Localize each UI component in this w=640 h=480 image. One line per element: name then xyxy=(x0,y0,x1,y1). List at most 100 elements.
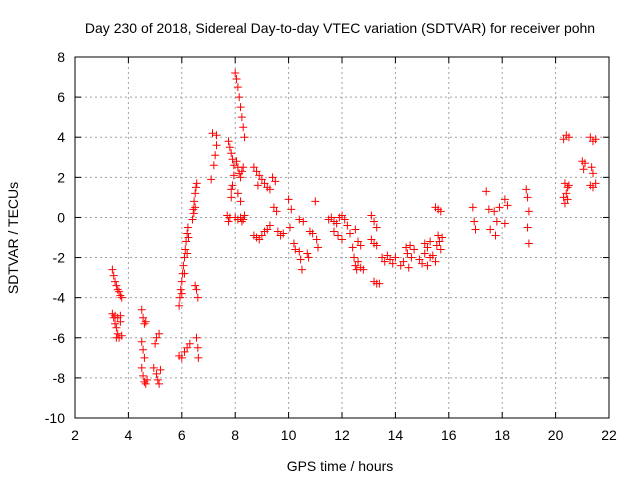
data-point xyxy=(183,343,192,352)
data-point xyxy=(522,185,531,194)
grid-lines xyxy=(75,57,609,418)
data-point xyxy=(180,269,189,278)
data-point xyxy=(237,113,246,122)
data-point xyxy=(352,265,361,274)
data-point xyxy=(184,233,193,242)
data-point xyxy=(564,133,573,142)
data-point xyxy=(177,353,186,362)
data-point xyxy=(268,173,277,182)
data-point xyxy=(304,253,313,262)
data-point xyxy=(351,225,360,234)
y-tick-label: -6 xyxy=(53,330,66,346)
data-point xyxy=(372,223,381,232)
data-point xyxy=(311,197,320,206)
data-point xyxy=(115,287,124,296)
data-point xyxy=(190,197,199,206)
data-point xyxy=(192,285,201,294)
data-point xyxy=(225,143,234,152)
data-point xyxy=(404,263,413,272)
data-point xyxy=(257,175,266,184)
data-point xyxy=(351,261,360,270)
axis-ticks: 2 4 6 8 10 12 14 16 18 20 22 -10 -8 -6 -4 -2 0 2 4 6 8 xyxy=(45,49,617,443)
data-point xyxy=(346,229,355,238)
data-point xyxy=(152,369,161,378)
data-point xyxy=(183,249,192,258)
y-tick-label: -2 xyxy=(53,250,66,266)
data-point xyxy=(340,215,349,224)
data-point xyxy=(313,243,322,252)
y-tick-label: 8 xyxy=(57,49,65,65)
data-point xyxy=(191,203,200,212)
data-point xyxy=(212,141,221,150)
x-tick-label: 6 xyxy=(178,427,186,443)
data-point xyxy=(432,241,441,250)
data-point xyxy=(356,241,365,250)
data-point xyxy=(139,345,148,354)
data-point xyxy=(296,255,305,264)
data-point xyxy=(359,265,368,274)
data-point xyxy=(112,281,121,290)
x-tick-label: 12 xyxy=(334,427,350,443)
data-point xyxy=(289,239,298,248)
data-point xyxy=(177,289,186,298)
data-point xyxy=(211,151,220,160)
data-point xyxy=(155,329,164,338)
data-point xyxy=(580,159,589,168)
data-point xyxy=(139,313,148,322)
data-point xyxy=(523,193,532,202)
y-tick-label: 6 xyxy=(57,89,65,105)
data-point xyxy=(563,195,572,204)
data-point xyxy=(420,249,429,258)
data-point xyxy=(227,149,236,158)
data-point xyxy=(191,281,200,290)
data-point xyxy=(329,227,338,236)
data-point xyxy=(503,201,512,210)
data-point xyxy=(229,161,238,170)
data-point xyxy=(299,217,308,226)
data-point xyxy=(370,217,379,226)
data-point xyxy=(591,179,600,188)
y-tick-label: 2 xyxy=(57,169,65,185)
data-point xyxy=(327,213,336,222)
data-point xyxy=(117,293,126,302)
data-point xyxy=(410,245,419,254)
x-axis-label: GPS time / hours xyxy=(287,458,394,474)
data-point xyxy=(308,229,317,238)
data-point xyxy=(426,237,435,246)
data-point xyxy=(209,161,218,170)
data-point xyxy=(108,265,117,274)
data-point xyxy=(113,329,122,338)
data-point xyxy=(332,219,341,228)
data-point xyxy=(285,223,294,232)
data-point xyxy=(486,225,495,234)
data-point xyxy=(524,207,533,216)
data-point xyxy=(587,163,596,172)
data-point xyxy=(233,189,242,198)
data-point xyxy=(188,215,197,224)
data-point xyxy=(253,181,262,190)
data-point xyxy=(227,185,236,194)
data-point xyxy=(180,253,189,262)
data-point xyxy=(297,265,306,274)
data-point xyxy=(426,253,435,262)
data-point xyxy=(431,257,440,266)
data-point xyxy=(175,301,184,310)
data-point xyxy=(183,229,192,238)
data-point xyxy=(113,285,122,294)
data-point xyxy=(239,123,248,132)
data-point xyxy=(212,131,221,140)
data-point xyxy=(240,133,249,142)
data-point xyxy=(183,223,192,232)
data-point xyxy=(470,217,479,226)
data-point xyxy=(438,233,447,242)
data-point xyxy=(181,245,190,254)
data-point xyxy=(239,163,248,172)
data-point xyxy=(402,243,411,252)
data-point xyxy=(249,163,258,172)
data-point xyxy=(333,231,342,240)
y-tick-label: -4 xyxy=(53,290,66,306)
data-point xyxy=(229,171,238,180)
data-point xyxy=(255,235,264,244)
data-point xyxy=(237,167,246,176)
